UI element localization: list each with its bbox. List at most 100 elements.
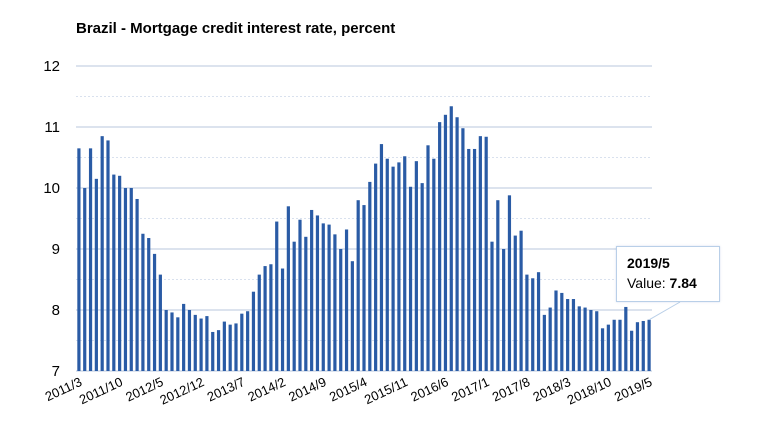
- bar[interactable]: [304, 236, 308, 371]
- bar[interactable]: [472, 148, 477, 371]
- bar[interactable]: [187, 310, 192, 371]
- bar[interactable]: [298, 219, 302, 371]
- bar[interactable]: [263, 266, 267, 371]
- bar[interactable]: [339, 249, 343, 371]
- bar[interactable]: [83, 188, 87, 371]
- bar[interactable]: [344, 229, 349, 371]
- bar[interactable]: [315, 215, 320, 371]
- bar[interactable]: [542, 314, 546, 371]
- bar[interactable]: [182, 303, 186, 371]
- bar[interactable]: [275, 221, 279, 371]
- bar[interactable]: [350, 261, 354, 371]
- bar[interactable]: [112, 174, 116, 371]
- bar[interactable]: [356, 200, 360, 371]
- bar[interactable]: [176, 317, 180, 371]
- bar[interactable]: [292, 241, 296, 371]
- bar[interactable]: [374, 163, 378, 371]
- bar[interactable]: [379, 144, 384, 371]
- bar[interactable]: [531, 278, 535, 371]
- bar[interactable]: [141, 233, 145, 371]
- bar[interactable]: [100, 136, 104, 371]
- bar[interactable]: [624, 306, 628, 371]
- bar[interactable]: [205, 316, 209, 371]
- bar[interactable]: [106, 140, 110, 371]
- x-tick-label: 2012/12: [157, 374, 206, 407]
- bar[interactable]: [94, 178, 98, 371]
- bar[interactable]: [600, 328, 605, 371]
- bar[interactable]: [554, 290, 558, 371]
- bar[interactable]: [536, 272, 541, 371]
- bar[interactable]: [630, 330, 634, 371]
- bar[interactable]: [77, 148, 81, 371]
- bar[interactable]: [222, 321, 226, 371]
- bar[interactable]: [310, 209, 314, 371]
- bar[interactable]: [635, 322, 640, 371]
- bar[interactable]: [484, 136, 488, 371]
- bar[interactable]: [502, 249, 506, 371]
- bar[interactable]: [88, 148, 93, 371]
- bar[interactable]: [490, 241, 494, 371]
- bar[interactable]: [519, 230, 523, 371]
- bar[interactable]: [478, 136, 482, 371]
- bar[interactable]: [385, 158, 389, 371]
- bar[interactable]: [158, 274, 162, 371]
- bar[interactable]: [362, 205, 366, 371]
- bar[interactable]: [595, 311, 599, 371]
- bar[interactable]: [211, 331, 215, 371]
- bar[interactable]: [333, 234, 337, 371]
- bar[interactable]: [449, 106, 453, 371]
- bar[interactable]: [496, 200, 500, 371]
- bar[interactable]: [321, 223, 325, 371]
- bar[interactable]: [193, 314, 197, 371]
- bar[interactable]: [391, 166, 395, 371]
- bar[interactable]: [571, 299, 576, 371]
- bar[interactable]: [455, 117, 459, 372]
- bar[interactable]: [170, 312, 174, 371]
- bar[interactable]: [118, 175, 122, 371]
- bar[interactable]: [618, 319, 622, 371]
- bar[interactable]: [403, 156, 407, 371]
- bar[interactable]: [397, 162, 401, 371]
- bar[interactable]: [560, 292, 564, 371]
- bar[interactable]: [583, 307, 587, 371]
- bar[interactable]: [461, 128, 465, 371]
- bar[interactable]: [368, 181, 372, 371]
- bar[interactable]: [612, 319, 616, 371]
- bar[interactable]: [589, 310, 593, 371]
- bar[interactable]: [129, 188, 133, 371]
- bar[interactable]: [280, 268, 285, 371]
- bar[interactable]: [408, 186, 413, 371]
- bar[interactable]: [606, 324, 610, 371]
- bar[interactable]: [152, 253, 157, 371]
- bar[interactable]: [286, 206, 290, 371]
- bar[interactable]: [426, 145, 430, 371]
- bar[interactable]: [432, 158, 436, 371]
- bar[interactable]: [246, 311, 250, 371]
- bar[interactable]: [234, 323, 238, 371]
- bar[interactable]: [251, 291, 256, 371]
- bar[interactable]: [327, 224, 331, 371]
- bar[interactable]: [269, 264, 273, 371]
- bar[interactable]: [414, 161, 418, 371]
- bar[interactable]: [135, 198, 139, 371]
- bar[interactable]: [240, 313, 244, 371]
- bar[interactable]: [164, 310, 168, 371]
- bar[interactable]: [647, 319, 651, 371]
- bar[interactable]: [199, 318, 203, 371]
- bar[interactable]: [525, 274, 529, 371]
- bar[interactable]: [123, 188, 128, 371]
- bar[interactable]: [443, 114, 448, 372]
- bar[interactable]: [216, 330, 221, 371]
- bar[interactable]: [548, 307, 552, 371]
- bar[interactable]: [513, 235, 517, 371]
- bar[interactable]: [438, 122, 442, 372]
- bar[interactable]: [257, 274, 261, 371]
- bar[interactable]: [467, 148, 471, 371]
- bar[interactable]: [566, 299, 570, 371]
- bar[interactable]: [228, 324, 232, 371]
- bar[interactable]: [641, 320, 645, 371]
- bar[interactable]: [420, 183, 424, 371]
- bar[interactable]: [147, 238, 151, 371]
- bar[interactable]: [507, 195, 512, 371]
- bar[interactable]: [577, 306, 581, 371]
